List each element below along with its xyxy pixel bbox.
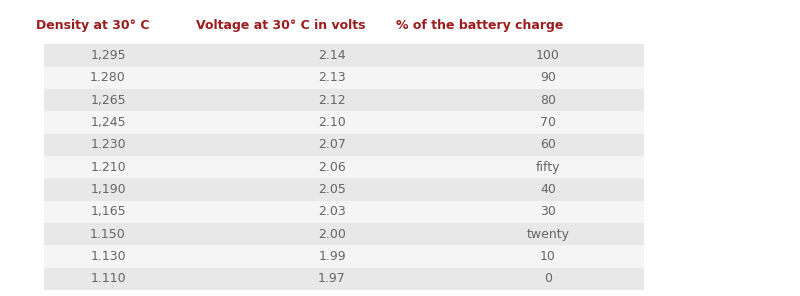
FancyBboxPatch shape (44, 156, 644, 178)
FancyBboxPatch shape (44, 201, 644, 223)
FancyBboxPatch shape (44, 67, 644, 89)
Text: 2.14: 2.14 (318, 49, 346, 62)
Text: 10: 10 (540, 250, 556, 263)
Text: 1,165: 1,165 (90, 205, 126, 218)
Text: 30: 30 (540, 205, 556, 218)
Text: 100: 100 (536, 49, 560, 62)
Text: 0: 0 (544, 272, 552, 285)
Text: 2.03: 2.03 (318, 205, 346, 218)
Text: 90: 90 (540, 71, 556, 84)
Text: 2.07: 2.07 (318, 139, 346, 152)
Text: Voltage at 30° C in volts: Voltage at 30° C in volts (196, 19, 366, 32)
Text: 2.13: 2.13 (318, 71, 346, 84)
Text: 2.05: 2.05 (318, 183, 346, 196)
FancyBboxPatch shape (44, 245, 644, 268)
Text: fifty: fifty (536, 161, 560, 174)
FancyBboxPatch shape (44, 44, 644, 67)
Text: 1.130: 1.130 (90, 250, 126, 263)
Text: 1.99: 1.99 (318, 250, 346, 263)
Text: 80: 80 (540, 94, 556, 107)
Text: 2.06: 2.06 (318, 161, 346, 174)
Text: 1.150: 1.150 (90, 228, 126, 241)
FancyBboxPatch shape (44, 178, 644, 201)
FancyBboxPatch shape (44, 89, 644, 111)
Text: 1,245: 1,245 (90, 116, 126, 129)
Text: 1.210: 1.210 (90, 161, 126, 174)
Text: Density at 30° C: Density at 30° C (36, 19, 150, 32)
Text: 60: 60 (540, 139, 556, 152)
FancyBboxPatch shape (44, 134, 644, 156)
Text: 2.00: 2.00 (318, 228, 346, 241)
FancyBboxPatch shape (44, 111, 644, 134)
Text: 2.10: 2.10 (318, 116, 346, 129)
Text: 1.110: 1.110 (90, 272, 126, 285)
Text: 1,295: 1,295 (90, 49, 126, 62)
Text: % of the battery charge: % of the battery charge (396, 19, 563, 32)
Text: twenty: twenty (526, 228, 570, 241)
FancyBboxPatch shape (44, 223, 644, 245)
Text: 1,190: 1,190 (90, 183, 126, 196)
Text: 1,265: 1,265 (90, 94, 126, 107)
Text: 70: 70 (540, 116, 556, 129)
FancyBboxPatch shape (44, 268, 644, 290)
Text: 1.97: 1.97 (318, 272, 346, 285)
Text: 1.230: 1.230 (90, 139, 126, 152)
Text: 2.12: 2.12 (318, 94, 346, 107)
FancyBboxPatch shape (44, 44, 644, 290)
Text: 40: 40 (540, 183, 556, 196)
Text: 1.280: 1.280 (90, 71, 126, 84)
